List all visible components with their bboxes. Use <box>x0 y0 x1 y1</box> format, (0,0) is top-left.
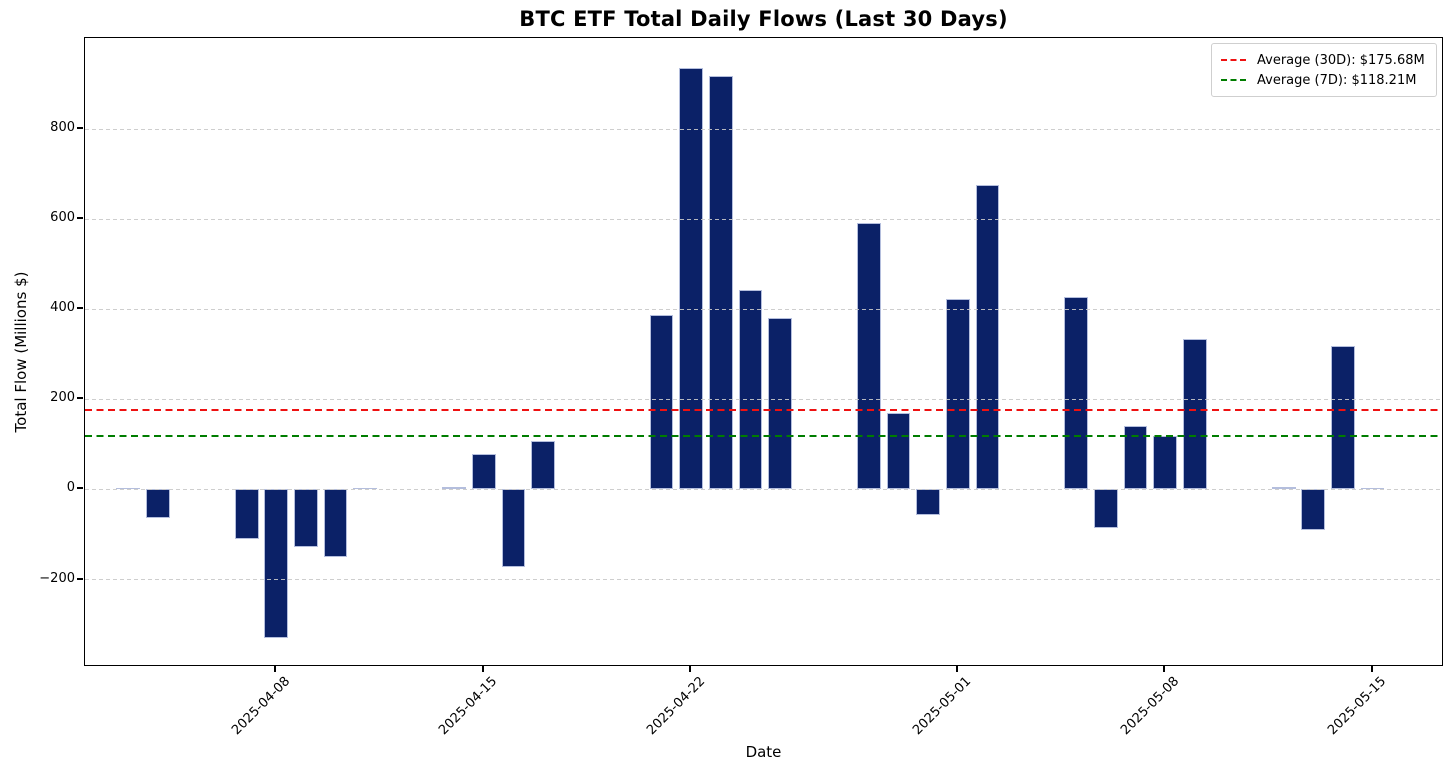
bar <box>1094 489 1118 528</box>
bar <box>116 488 141 490</box>
avg-7d-line <box>85 435 1440 438</box>
y-gridline <box>85 488 1440 490</box>
y-axis-label: Total Flow (Millions $) <box>12 271 30 433</box>
x-tick-mark <box>274 666 277 672</box>
bar <box>353 487 378 489</box>
legend-label-avg-7d: Average (7D): $118.21M <box>1257 72 1417 88</box>
y-tick-mark <box>77 217 83 220</box>
avg-30d-dashed-line-icon <box>1221 58 1249 62</box>
bar <box>442 487 466 489</box>
bar <box>234 489 259 540</box>
y-tick-label: 400 <box>50 300 75 316</box>
avg-7d-dashed-line-icon <box>1221 78 1249 82</box>
y-gridline <box>85 308 1440 310</box>
y-gridline <box>85 128 1440 130</box>
bar <box>531 441 555 490</box>
bar <box>649 314 674 490</box>
bar <box>975 185 1000 490</box>
y-tick-mark <box>77 127 83 130</box>
bar <box>1123 425 1148 490</box>
bar <box>945 298 970 490</box>
bar <box>264 489 289 639</box>
x-tick-mark <box>1370 666 1373 672</box>
bar <box>857 222 881 490</box>
legend-item-avg-7d: Average (7D): $118.21M <box>1221 70 1427 90</box>
y-tick-label: 600 <box>50 210 75 226</box>
x-tick-mark <box>689 666 692 672</box>
legend-item-avg-30d: Average (30D): $175.68M <box>1221 50 1427 70</box>
bar <box>708 76 733 490</box>
y-gridline <box>85 579 1440 581</box>
legend: Average (30D): $175.68M Average (7D): $1… <box>1211 43 1437 97</box>
plot-area <box>84 37 1443 666</box>
legend-label-avg-30d: Average (30D): $175.68M <box>1257 52 1425 68</box>
y-tick-label: 200 <box>50 390 75 406</box>
bar <box>1153 436 1178 490</box>
bar <box>768 318 792 490</box>
y-tick-label: 0 <box>66 480 75 496</box>
bar <box>1182 338 1207 490</box>
bar <box>471 454 496 490</box>
y-tick-mark <box>77 487 83 490</box>
bar <box>1064 297 1089 490</box>
bar <box>501 489 526 568</box>
bar <box>886 412 911 490</box>
bar <box>1331 346 1355 490</box>
x-tick-mark <box>1163 666 1166 672</box>
y-tick-label: −200 <box>39 570 75 586</box>
bar <box>145 489 170 518</box>
bar <box>1360 488 1385 490</box>
y-tick-mark <box>77 397 83 400</box>
y-tick-mark <box>77 577 83 580</box>
chart-title: BTC ETF Total Daily Flows (Last 30 Days) <box>519 7 1008 31</box>
y-gridline <box>85 398 1440 400</box>
y-tick-mark <box>77 307 83 310</box>
avg-30d-line <box>85 409 1440 412</box>
bar <box>323 489 348 558</box>
bar <box>294 489 318 548</box>
bar <box>679 67 703 490</box>
bar <box>916 489 940 516</box>
x-axis-label: Date <box>745 743 782 761</box>
y-tick-label: 800 <box>50 120 75 136</box>
x-tick-mark <box>955 666 958 672</box>
bar <box>1301 489 1326 531</box>
bar <box>738 290 763 490</box>
x-tick-mark <box>481 666 484 672</box>
y-gridline <box>85 218 1440 220</box>
